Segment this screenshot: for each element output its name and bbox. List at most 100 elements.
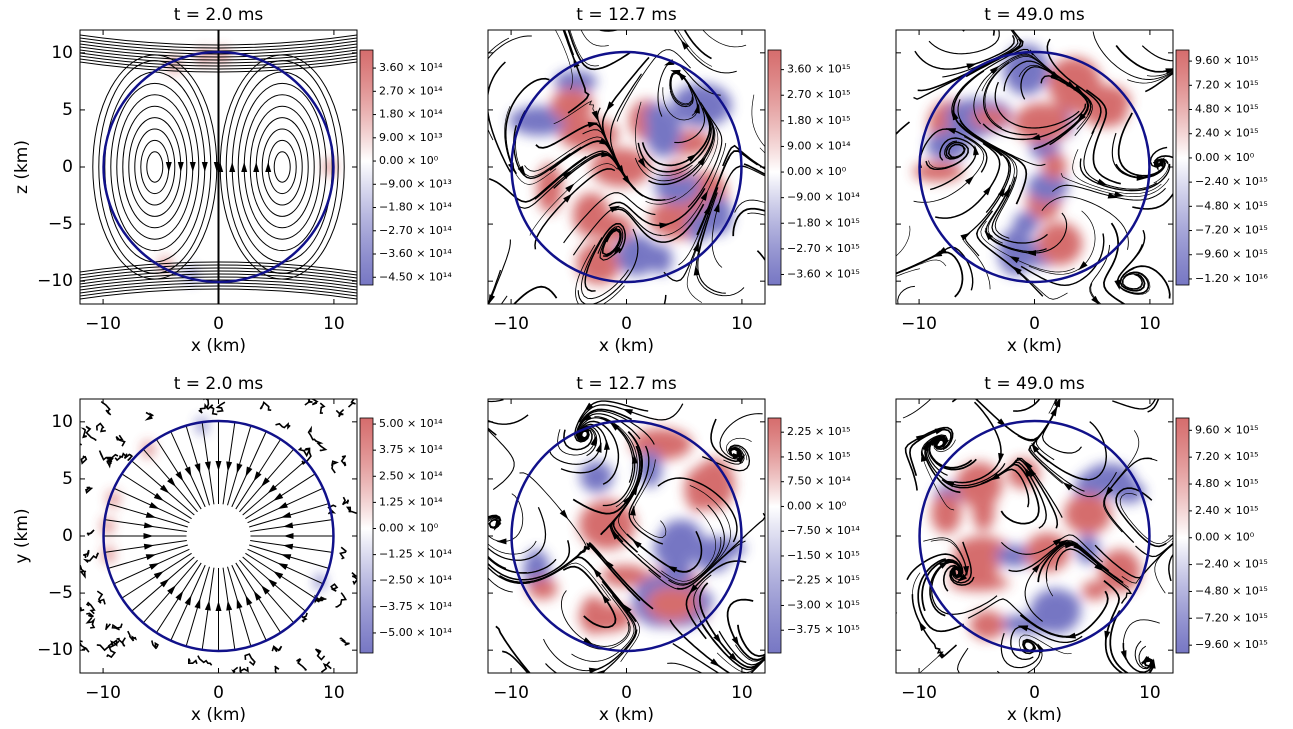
stream-arrow (928, 437, 939, 447)
y-axis-label: y (km) (12, 508, 32, 563)
stream-arrow (241, 162, 248, 172)
streamline (734, 199, 765, 213)
colorbar-tick-label: 2.40 × 10¹⁵ (1195, 504, 1259, 517)
streamline (645, 127, 719, 205)
stream-arrow (581, 413, 592, 422)
streamline (86, 529, 95, 536)
stream-arrow (960, 232, 971, 241)
x-tick-label: 0 (621, 314, 632, 334)
x-tick-label: 0 (1029, 314, 1040, 334)
streamline (616, 49, 691, 122)
streamline (668, 504, 725, 586)
streamline (100, 400, 112, 416)
streamline (896, 268, 921, 277)
streamline (80, 55, 357, 67)
stream-arrow (1027, 467, 1036, 478)
stream-arrow (1152, 160, 1159, 171)
stream-arrow (253, 590, 262, 601)
streamline (315, 440, 328, 452)
colorbar-tick-label: −7.20 × 10¹⁵ (1195, 611, 1268, 624)
stream-arrow (610, 530, 620, 540)
colorbar-tick-label: 3.60 × 10¹⁵ (787, 63, 851, 76)
streamline (488, 514, 513, 593)
streamline (956, 647, 969, 673)
color-blob (572, 192, 610, 238)
streamline (488, 556, 557, 574)
stream-arrow (236, 598, 243, 609)
streamline (203, 399, 210, 409)
streamline (488, 269, 502, 304)
streamline (110, 82, 200, 252)
stream-arrow (175, 471, 184, 482)
stream-arrow (189, 162, 196, 172)
plot-area (80, 30, 357, 304)
color-blob (1083, 102, 1128, 127)
stream-arrow (982, 690, 992, 697)
stream-arrow (261, 585, 270, 595)
stream-arrow (153, 492, 164, 501)
stream-arrow (226, 600, 233, 611)
color-field (523, 428, 746, 635)
panel: −10 0 10 −10 −5 0 5 10 t = 2.0 ms x (km) z (km) 3.6… (12, 5, 452, 356)
streamline (339, 637, 350, 646)
colorbar-tick-label: 2.70 × 10¹⁵ (787, 88, 851, 101)
stream-arrow (496, 538, 507, 545)
stream-arrow (622, 603, 632, 614)
stream-arrow (952, 109, 959, 121)
streamline (896, 225, 911, 257)
stream-arrow (713, 202, 720, 213)
streamline (85, 425, 97, 442)
panel: −10 0 10 t = 49.0 ms x (km) 9.60 × 10¹⁵ 7.20 ×… (895, 374, 1268, 725)
streamline (683, 30, 712, 60)
stream-arrow (194, 463, 201, 474)
star-surface (918, 50, 1151, 284)
color-field (931, 458, 1146, 640)
stream-arrow (245, 466, 253, 477)
streamline (115, 434, 126, 447)
streamline (335, 592, 348, 608)
streamline (1041, 196, 1129, 250)
streamline (1090, 283, 1102, 304)
stream-arrow (184, 595, 192, 606)
stream-arrow (184, 466, 192, 477)
streamline (534, 150, 626, 200)
stream-arrow (1076, 113, 1086, 123)
color-blob (931, 492, 962, 534)
colorbar (1175, 417, 1190, 654)
stream-arrow (609, 421, 620, 431)
stream-arrow (1078, 261, 1088, 271)
streamline (661, 507, 716, 582)
streamline (677, 30, 713, 67)
streamline (1132, 155, 1173, 210)
streamlines (488, 399, 765, 673)
colorbar-tick-label: 4.80 × 10¹⁵ (1195, 477, 1259, 490)
x-tick-label: 0 (1029, 683, 1040, 703)
colorbar-tick-label: −9.60 × 10¹⁵ (1195, 248, 1268, 261)
streamline (197, 655, 213, 666)
stream-arrow (1104, 630, 1111, 642)
streamline (331, 460, 339, 474)
stream-arrow (280, 511, 292, 518)
y-tick-label: 5 (62, 100, 73, 120)
streamline (80, 37, 357, 49)
streamline (657, 477, 738, 543)
stream-arrow (149, 502, 160, 510)
stream-arrow (145, 511, 157, 518)
color-blob (638, 450, 662, 488)
stream-arrow (267, 578, 278, 588)
x-tick-label: 10 (1139, 683, 1161, 703)
streamline (198, 403, 209, 414)
streamline (504, 77, 550, 175)
streamline (351, 571, 357, 586)
streamline (702, 30, 747, 48)
colorbar-tick-label: 0.00 × 10⁰ (787, 165, 847, 178)
x-tick-label: 0 (621, 683, 632, 703)
stream-arrow (167, 585, 176, 595)
streamline (207, 404, 218, 416)
panel-title: t = 2.0 ms (174, 5, 264, 25)
plot-area (896, 30, 1173, 304)
x-tick-label: 10 (731, 314, 753, 334)
streamline (743, 163, 765, 176)
streamline (991, 176, 1048, 244)
stream-arrow (273, 571, 284, 580)
